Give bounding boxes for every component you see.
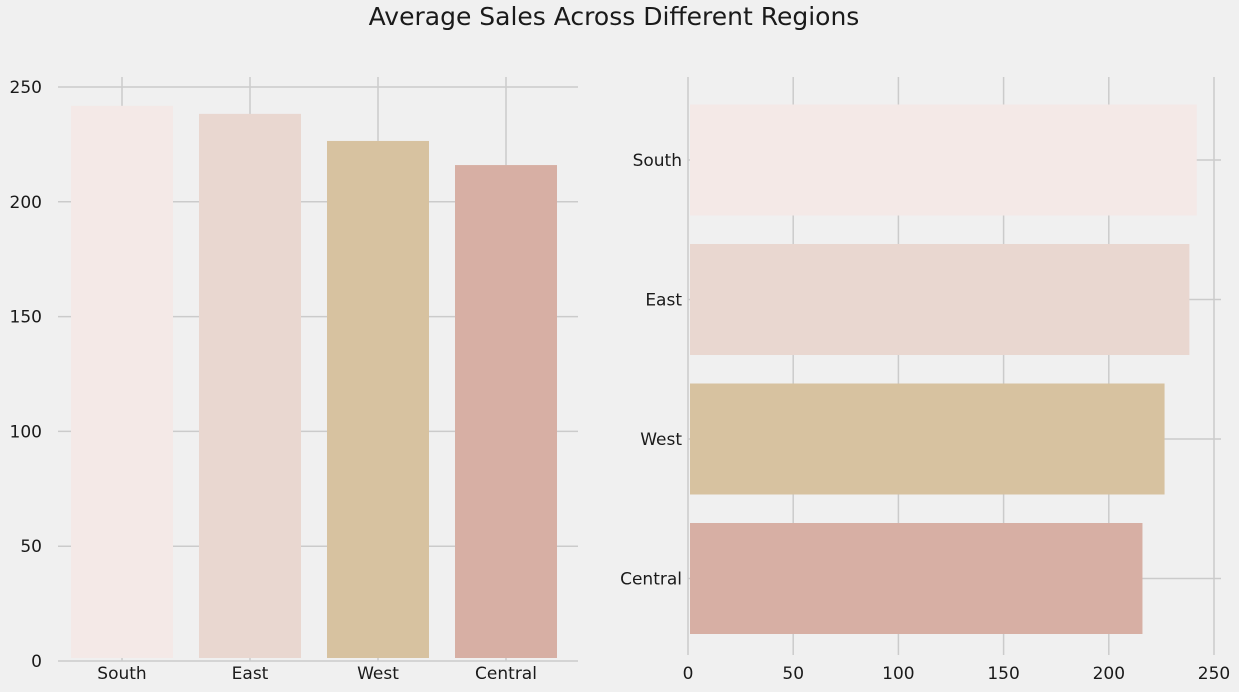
y-tick-label: East xyxy=(645,291,682,311)
x-tick-label: East xyxy=(232,664,269,684)
y-tick-label: 150 xyxy=(10,308,42,328)
chart-title: Average Sales Across Different Regions xyxy=(368,2,860,31)
y-tick-label: 250 xyxy=(10,78,42,98)
bar xyxy=(199,113,301,658)
x-tick-label: 200 xyxy=(1093,664,1125,684)
bar xyxy=(690,383,1165,495)
y-tick-label: 100 xyxy=(10,422,42,442)
x-tick-label: South xyxy=(97,664,146,684)
bar xyxy=(690,104,1197,216)
y-tick-label: West xyxy=(640,430,682,450)
y-tick-label: 0 xyxy=(31,652,42,672)
bar xyxy=(455,165,557,658)
x-tick-label: 150 xyxy=(987,664,1019,684)
bar xyxy=(71,105,173,658)
x-tick-label: 0 xyxy=(683,664,694,684)
x-tick-label: Central xyxy=(475,664,537,684)
bar xyxy=(690,244,1190,355)
y-tick-label: 50 xyxy=(20,537,42,557)
x-tick-label: 250 xyxy=(1198,664,1230,684)
bar xyxy=(690,523,1143,634)
horizontal-bar-chart: 0 50 100 150 200 250 South East West Central xyxy=(620,77,1230,684)
y-tick-label: Central xyxy=(620,570,682,590)
x-tick-label: 100 xyxy=(882,664,914,684)
bar xyxy=(327,140,429,658)
y-tick-label: South xyxy=(633,151,682,171)
x-tick-label: West xyxy=(357,664,399,684)
x-tick-label: 50 xyxy=(782,664,804,684)
vertical-bar-chart: 0 50 100 150 200 250 South East West Central xyxy=(10,77,578,684)
y-tick-label: 200 xyxy=(10,193,42,213)
